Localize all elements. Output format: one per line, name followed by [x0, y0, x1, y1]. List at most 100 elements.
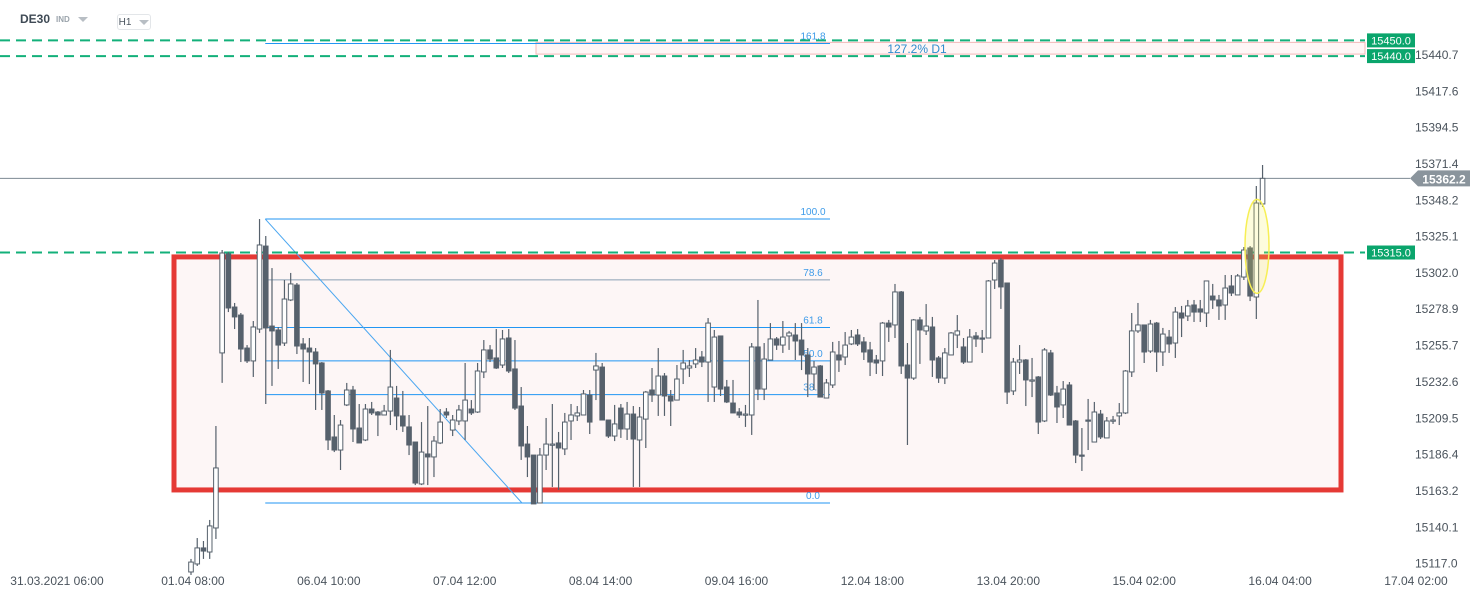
horizontal-levels[interactable]: 15450.0 15440.0 15315.0 [0, 33, 1415, 260]
candle-body-bearish [356, 427, 363, 444]
candle [468, 400, 475, 415]
candle [879, 321, 886, 377]
candle-body-bearish [231, 306, 238, 318]
highlight-ellipse[interactable] [1244, 198, 1270, 295]
candle-body-bearish [854, 334, 861, 345]
candle-body-bearish [1023, 359, 1029, 381]
chevron-down-icon[interactable] [77, 16, 88, 22]
candle-body-bearish [350, 389, 356, 430]
candle-body-bearish [406, 426, 412, 446]
candle [481, 340, 487, 379]
candle-body-bullish [1041, 349, 1048, 422]
candle [1016, 345, 1023, 374]
candle [599, 362, 605, 421]
candle-body-bearish [661, 375, 668, 397]
candle [1010, 357, 1017, 396]
candle-body-bullish [842, 344, 848, 358]
candle [568, 403, 574, 440]
candle-body-bullish [680, 362, 686, 370]
candle-body-bullish [456, 409, 462, 422]
candle [873, 354, 880, 374]
highlight-ellipse-shape[interactable] [1244, 198, 1270, 295]
candle-body-bearish [929, 326, 936, 361]
candle-body-bearish [269, 325, 275, 332]
candle [586, 390, 593, 435]
price-tick-label: 15371.4 [1415, 157, 1459, 171]
level-badge[interactable] [1367, 245, 1415, 260]
candle-body-bullish [362, 408, 369, 441]
candle [244, 345, 250, 363]
price-tick-label: 15417.6 [1415, 84, 1459, 98]
candle [574, 406, 581, 421]
candle [1147, 319, 1154, 353]
candle [343, 382, 350, 407]
candle [1128, 313, 1135, 377]
candle [1228, 274, 1235, 297]
candle-body-bearish [368, 408, 375, 414]
candle-body-bearish [1072, 420, 1079, 456]
candle-body-bullish [686, 365, 693, 369]
candle-body-bullish [879, 322, 886, 362]
candle-body-bearish [400, 415, 406, 427]
candle [1253, 186, 1260, 319]
candle [649, 368, 655, 402]
candle-body-bearish [935, 357, 942, 379]
candle-body-bullish [549, 443, 556, 446]
candle-body-bearish [1085, 419, 1091, 422]
price-axis[interactable]: 15440.7 15417.6 15394.5 15371.4 15348.2 15325… [1415, 48, 1459, 571]
candle-body-bearish [512, 368, 518, 409]
candle-body-bearish [798, 339, 805, 356]
candle-body-bullish [194, 547, 201, 565]
candle-body-bearish [375, 411, 381, 416]
chevron-down-icon[interactable] [139, 19, 150, 25]
projection-box[interactable]: 127.2% D1 [535, 41, 1366, 56]
candle [836, 340, 842, 372]
candle-body-bearish [262, 245, 269, 329]
candle [823, 379, 830, 399]
projection-box-rect[interactable] [535, 41, 1366, 55]
candle [854, 329, 861, 347]
candle-body-bullish [742, 413, 749, 416]
timeframe-selector[interactable]: H1 [117, 14, 151, 30]
candles [188, 164, 1266, 575]
fibonacci-retracement[interactable]: 161.8 100.0 78.6 61.8 50.0 38.2 0.0 [264, 32, 830, 504]
candle [487, 345, 493, 363]
candle [331, 414, 338, 453]
candle-body-bullish [281, 298, 288, 344]
candle-body-bullish [985, 280, 992, 339]
candle-body-bearish [723, 386, 730, 403]
candle [431, 436, 437, 478]
candle-body-bullish [1222, 287, 1228, 306]
candle [861, 337, 867, 360]
candle-body-bullish [1135, 324, 1141, 332]
level-badge[interactable] [1367, 49, 1415, 64]
candle [717, 335, 724, 396]
level-badge-label: 15315.0 [1371, 248, 1411, 260]
candle-body-bearish [505, 337, 512, 372]
fib-trend-line[interactable] [264, 218, 523, 504]
time-axis[interactable]: 31.03.2021 06:00 01.04 08:00 06.04 10:00 07… [10, 574, 1448, 588]
candle-body-bullish [287, 283, 294, 301]
level-badge-label: 15440.0 [1371, 51, 1411, 63]
candle [705, 318, 711, 402]
candle [462, 362, 468, 440]
candle [811, 360, 817, 391]
candle-body-bearish [1079, 454, 1085, 457]
candle-body-bullish [1010, 361, 1017, 392]
candle [935, 356, 942, 383]
candle [1178, 305, 1185, 338]
candle-body-bearish [294, 284, 300, 347]
candle [350, 385, 356, 443]
candle [443, 408, 450, 418]
candle [524, 425, 531, 478]
candle [337, 420, 344, 470]
candle [1054, 385, 1060, 424]
candle [1029, 357, 1035, 398]
candle [923, 304, 929, 336]
candle [1135, 302, 1141, 333]
symbol-selector[interactable]: DE30 IND [20, 12, 88, 26]
candle-body-bullish [1234, 275, 1241, 296]
candle-body-bearish [836, 354, 842, 361]
level-badge[interactable] [1367, 33, 1415, 48]
